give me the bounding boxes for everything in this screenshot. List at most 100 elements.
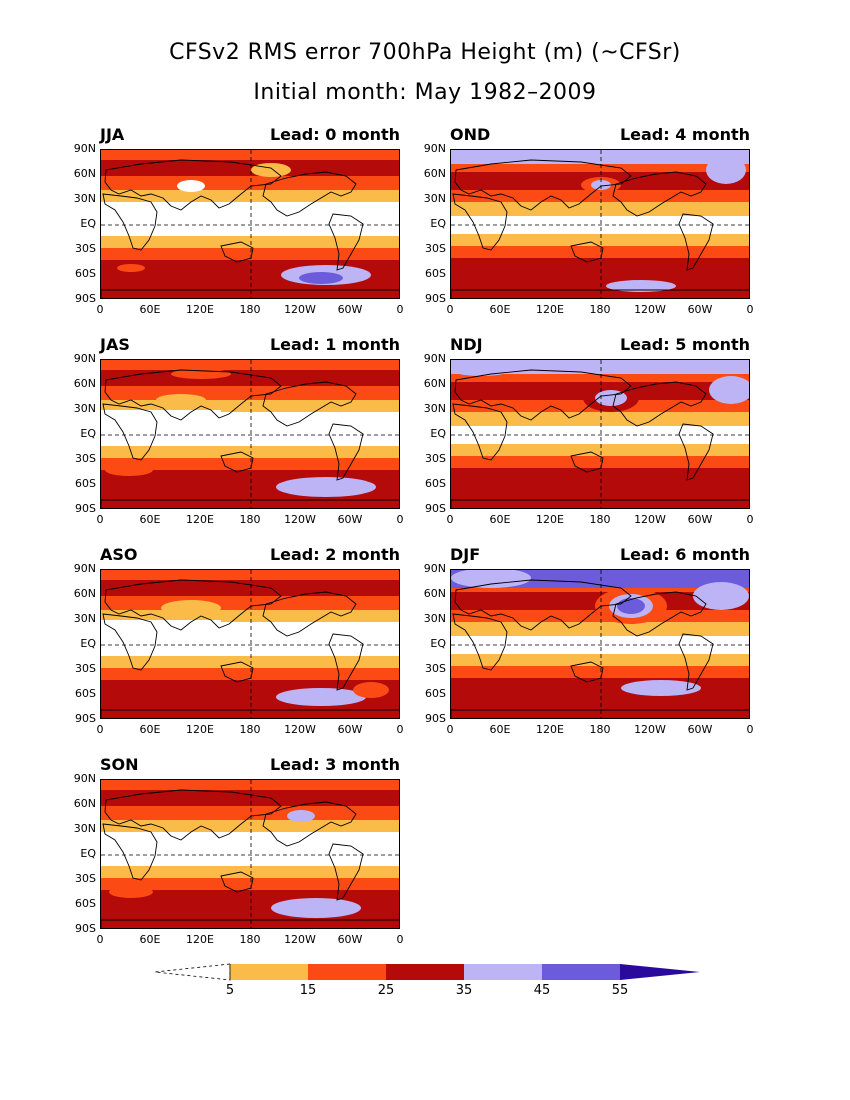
panel-season-label: DJF: [450, 545, 481, 564]
map-panel-ndj: NDJ Lead: 5 month 90N 60N 30N EQ 30S 60S 90S 0 60E…: [424, 335, 790, 535]
colorbar-tick-label: 25: [377, 983, 395, 998]
lon-tick-label: 60W: [687, 513, 713, 526]
lon-tick-label: 120W: [284, 513, 316, 526]
lat-tick-label: EQ: [80, 637, 96, 650]
lon-tick-label: 60W: [687, 723, 713, 736]
lat-tick-label: 30N: [73, 612, 96, 625]
lon-tick-label: 60E: [139, 933, 161, 946]
lon-tick-label: 0: [96, 513, 104, 526]
lat-tick-label: 90N: [423, 142, 446, 155]
lon-tick-label: 60E: [139, 303, 161, 316]
lon-tick-label: 120E: [536, 303, 564, 316]
lat-tick-label: 30S: [425, 452, 446, 465]
lat-tick-label: 60N: [423, 377, 446, 390]
lon-tick-label: 60W: [337, 933, 363, 946]
lat-tick-label: 90N: [73, 562, 96, 575]
map-panel-son: SON Lead: 3 month 90N 60N 30N EQ 30S 60S 90S 0 60E…: [74, 755, 440, 955]
lon-tick-label: 60E: [489, 723, 511, 736]
lon-tick-label: 120E: [186, 513, 214, 526]
colorbar-tick-label: 45: [533, 983, 551, 998]
panel-season-label: JAS: [100, 335, 130, 354]
panel-season-label: ASO: [100, 545, 138, 564]
lat-tick-label: 30S: [75, 872, 96, 885]
lat-tick-label: 60N: [423, 587, 446, 600]
map-panel-djf: DJF Lead: 6 month 90N 60N 30N EQ 30S 60S 90S 0 60E…: [424, 545, 790, 745]
panel-season-label: OND: [450, 125, 491, 144]
lat-tick-label: 30N: [423, 192, 446, 205]
figure-subtitle: Initial month: May 1982–2009: [253, 80, 597, 105]
colorbar-over-triangle: [620, 964, 700, 980]
map-panel-aso: ASO Lead: 2 month 90N 60N 30N EQ 30S 60S 90S 0 60E…: [74, 545, 440, 745]
lon-tick-label: 60E: [139, 513, 161, 526]
lon-tick-label: 60E: [139, 723, 161, 736]
lon-tick-label: 0: [396, 513, 404, 526]
lon-tick-label: 180: [589, 513, 611, 526]
lon-tick-label: 180: [239, 513, 261, 526]
lon-tick-label: 60E: [489, 303, 511, 316]
map-field: [450, 569, 750, 719]
lat-tick-label: 60S: [75, 267, 96, 280]
panel-lead-label: Lead: 2 month: [269, 545, 400, 564]
lat-tick-label: 60N: [73, 377, 96, 390]
lat-tick-label: 60N: [73, 167, 96, 180]
colorbar-swatch: [464, 964, 542, 980]
lon-tick-label: 0: [96, 723, 104, 736]
lon-tick-label: 60E: [489, 513, 511, 526]
lat-tick-label: 30N: [73, 192, 96, 205]
lat-tick-label: 90S: [75, 292, 96, 305]
colorbar-swatch: [542, 964, 620, 980]
lon-tick-label: 120W: [634, 723, 666, 736]
panel-lead-label: Lead: 1 month: [269, 335, 400, 354]
lat-tick-label: 30N: [423, 402, 446, 415]
lat-tick-label: 30N: [73, 402, 96, 415]
lat-tick-label: 30S: [75, 452, 96, 465]
panel-season-label: NDJ: [450, 335, 483, 354]
lon-tick-label: 180: [589, 723, 611, 736]
lon-tick-label: 120W: [634, 513, 666, 526]
lat-tick-label: 30S: [75, 242, 96, 255]
map-field: [100, 359, 400, 509]
lat-tick-label: 30S: [425, 242, 446, 255]
lon-tick-label: 0: [396, 303, 404, 316]
lon-tick-label: 180: [589, 303, 611, 316]
lon-tick-label: 0: [446, 303, 454, 316]
lon-tick-label: 0: [746, 303, 754, 316]
lon-tick-label: 0: [396, 933, 404, 946]
lat-tick-label: EQ: [80, 427, 96, 440]
lon-tick-label: 180: [239, 723, 261, 736]
lat-tick-label: 90S: [75, 502, 96, 515]
lat-tick-label: 90N: [73, 142, 96, 155]
lon-tick-label: 120E: [186, 723, 214, 736]
colorbar-tick-label: 15: [299, 983, 317, 998]
lat-tick-label: 90S: [425, 712, 446, 725]
lon-tick-label: 60W: [337, 513, 363, 526]
lon-tick-label: 120W: [634, 303, 666, 316]
map-field: [100, 779, 400, 929]
lon-tick-label: 120E: [186, 933, 214, 946]
lon-tick-label: 180: [239, 933, 261, 946]
lat-tick-label: 90N: [73, 772, 96, 785]
lon-tick-label: 120W: [284, 303, 316, 316]
panel-season-label: JJA: [100, 125, 125, 144]
lat-tick-label: EQ: [430, 217, 446, 230]
lat-tick-label: 30S: [425, 662, 446, 675]
colorbar: [155, 963, 700, 981]
map-panel-jja: JJA Lead: 0 month 90N 60N 30N EQ 30S 60S 90S 0 60E…: [74, 125, 440, 325]
map-field: [450, 149, 750, 299]
lat-tick-label: 60S: [425, 687, 446, 700]
lat-tick-label: 60N: [73, 587, 96, 600]
lon-tick-label: 120E: [186, 303, 214, 316]
map-field: [100, 149, 400, 299]
colorbar-under-triangle: [155, 963, 231, 981]
lon-tick-label: 120W: [284, 723, 316, 736]
colorbar-swatch: [386, 964, 464, 980]
map-field: [450, 359, 750, 509]
colorbar-tick-label: 35: [455, 983, 473, 998]
colorbar-tick-label: 55: [611, 983, 629, 998]
map-panel-jas: JAS Lead: 1 month 90N 60N 30N EQ 30S 60S 90S 0 60E…: [74, 335, 440, 535]
lat-tick-label: 90N: [423, 352, 446, 365]
lat-tick-label: 90N: [73, 352, 96, 365]
map-panel-ond: OND Lead: 4 month 90N 60N 30N EQ 30S 60S 90S 0 60E…: [424, 125, 790, 325]
lat-tick-label: 60S: [75, 687, 96, 700]
lat-tick-label: EQ: [430, 427, 446, 440]
